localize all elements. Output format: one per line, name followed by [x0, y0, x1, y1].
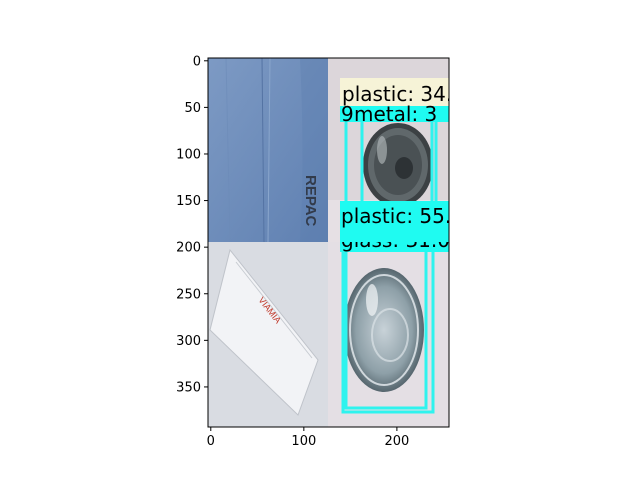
metal-label-bg: [340, 106, 449, 122]
y-tick-label: 50: [184, 101, 201, 116]
x-tick-label: 100: [291, 434, 316, 449]
plastic-bottom-label-bg: [340, 201, 449, 228]
glass-label-bg: [340, 228, 449, 252]
cardboard-print-text: REPAC: [302, 175, 319, 227]
y-tick-label: 200: [176, 241, 201, 256]
plastic-top-label: plastic: 34.: [342, 82, 452, 106]
x-tick-label: 200: [384, 434, 409, 449]
y-tick-label: 0: [193, 54, 201, 69]
x-axis-ticks: 0 100 200: [207, 427, 409, 449]
x-tick-label: 0: [207, 434, 215, 449]
y-tick-label: 150: [176, 194, 201, 209]
metal-label: metal: 3: [354, 102, 437, 126]
axes-frame: [207, 57, 450, 428]
y-tick-label: 300: [176, 334, 201, 349]
y-tick-label: 350: [176, 380, 201, 395]
paper-photo: VIAMIA: [208, 242, 328, 427]
plastic-bottom-label: plastic: 55.: [341, 204, 451, 228]
metal-label-prefix: 9: [341, 102, 354, 126]
plastic-top-label-bg: [340, 78, 449, 106]
y-tick-label: 250: [176, 287, 201, 302]
y-axis-ticks: 0 50 100 150 200 250 300 350: [176, 54, 208, 395]
glass-label: glass: 31.0: [341, 228, 450, 252]
jar-photo: [328, 242, 449, 427]
y-tick-label: 100: [176, 147, 201, 162]
cardboard-photo: REPAC: [208, 58, 328, 242]
